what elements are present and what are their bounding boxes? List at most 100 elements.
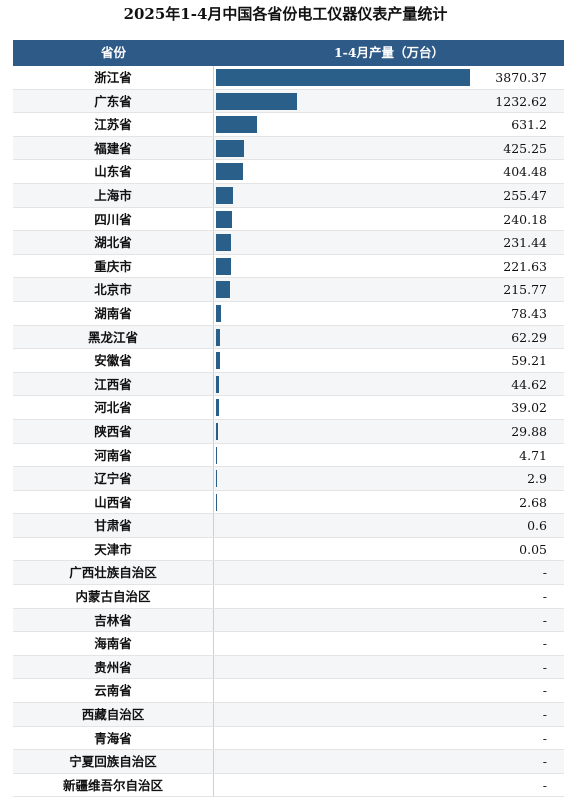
province-label: 广东省 — [13, 89, 214, 113]
bar-cell: 215.77 — [214, 278, 564, 301]
table-row: 吉林省 - — [13, 608, 564, 633]
bar-cell: - — [214, 656, 564, 679]
bar-cell: 2.68 — [214, 491, 564, 514]
data-label: 1232.62 — [495, 93, 547, 109]
table-row: 云南省 - — [13, 679, 564, 704]
data-label: 44.62 — [511, 376, 547, 392]
table-body: 浙江省 3870.37 广东省 1232.62 江苏省 631.2 福建省 425.25 山东省… — [13, 66, 564, 798]
bar — [216, 281, 231, 299]
bar-cell: 39.02 — [214, 396, 564, 419]
data-label: 2.68 — [519, 494, 547, 510]
bar-cell: - — [214, 703, 564, 726]
bar-cell: - — [214, 585, 564, 608]
bar-cell: 425.25 — [214, 137, 564, 160]
data-label: 240.18 — [503, 211, 547, 227]
bar — [216, 352, 220, 370]
bar-cell: - — [214, 679, 564, 702]
bar-cell: 2.9 — [214, 467, 564, 490]
bar — [216, 375, 219, 393]
chart-title: 2025年1-4月中国各省份电工仪器仪表产量统计 — [123, 5, 448, 23]
bar-cell: 4.71 — [214, 444, 564, 467]
bar — [216, 328, 221, 346]
data-label: - — [542, 683, 547, 699]
table-row: 海南省 - — [13, 632, 564, 656]
data-label: 78.43 — [511, 305, 547, 321]
bar-cell: 221.63 — [214, 255, 564, 278]
table-row: 重庆市 221.63 — [13, 254, 564, 279]
bar — [216, 92, 297, 110]
bar — [216, 139, 244, 157]
province-label: 甘肃省 — [13, 514, 214, 537]
bar — [216, 116, 258, 134]
bar-cell: - — [214, 750, 564, 773]
province-label: 安徽省 — [13, 349, 214, 372]
bar-cell: 404.48 — [214, 160, 564, 183]
bar — [216, 304, 222, 322]
data-label: 3870.37 — [495, 70, 547, 85]
data-label: 425.25 — [503, 140, 547, 156]
bar — [216, 163, 243, 181]
bar-cell: 62.29 — [214, 326, 564, 349]
bar — [216, 210, 232, 228]
data-table: 省份 1-4月产量（万台） 浙江省 3870.37 广东省 1232.62 江苏省 631… — [13, 40, 564, 798]
bar-cell: 231.44 — [214, 231, 564, 254]
province-label: 陕西省 — [13, 419, 214, 443]
bar-cell: 1232.62 — [214, 90, 564, 113]
data-label: 62.29 — [511, 329, 547, 345]
table-row: 宁夏回族自治区 - — [13, 750, 564, 774]
bar — [216, 69, 470, 86]
data-label: 0.6 — [527, 518, 547, 534]
province-label: 海南省 — [13, 632, 214, 655]
table-row: 江西省 44.62 — [13, 372, 564, 397]
province-label: 青海省 — [13, 726, 214, 750]
table-row: 四川省 240.18 — [13, 207, 564, 232]
province-label: 宁夏回族自治区 — [13, 750, 214, 773]
province-label: 西藏自治区 — [13, 703, 214, 726]
data-label: 255.47 — [503, 187, 547, 203]
bar-cell: 0.05 — [214, 538, 564, 561]
province-label: 重庆市 — [13, 254, 214, 278]
province-label: 四川省 — [13, 207, 214, 231]
data-label: 231.44 — [503, 235, 547, 251]
data-label: 59.21 — [511, 353, 547, 369]
province-label: 山东省 — [13, 160, 214, 183]
data-label: 404.48 — [503, 164, 547, 180]
bar-cell: 44.62 — [214, 373, 564, 396]
table-row: 福建省 425.25 — [13, 136, 564, 161]
bar-cell: - — [214, 774, 564, 797]
header-production: 1-4月产量（万台） — [333, 45, 445, 60]
data-label: 4.71 — [519, 447, 547, 463]
bar-cell: 78.43 — [214, 302, 564, 325]
province-label: 浙江省 — [13, 66, 214, 89]
table-row: 湖北省 231.44 — [13, 231, 564, 255]
bar — [216, 186, 233, 204]
bar-cell: 0.6 — [214, 514, 564, 537]
province-label: 江西省 — [13, 372, 214, 396]
data-label: 221.63 — [503, 258, 547, 274]
province-label: 广西壮族自治区 — [13, 561, 214, 585]
bar — [216, 422, 218, 440]
data-label: 215.77 — [503, 282, 547, 298]
data-label: - — [542, 754, 547, 770]
header-province: 省份 — [100, 45, 126, 60]
province-label: 福建省 — [13, 136, 214, 160]
bar-cell: 29.88 — [214, 420, 564, 443]
table-row: 山东省 404.48 — [13, 160, 564, 184]
table-row: 北京市 215.77 — [13, 278, 564, 302]
province-label: 河北省 — [13, 396, 214, 419]
data-label: - — [542, 636, 547, 652]
table-row: 西藏自治区 - — [13, 703, 564, 727]
data-label: - — [542, 659, 547, 675]
province-label: 新疆维吾尔自治区 — [13, 773, 214, 797]
bar-cell: 59.21 — [214, 349, 564, 372]
data-label: - — [542, 565, 547, 581]
table-row: 湖南省 78.43 — [13, 301, 564, 326]
province-label: 辽宁省 — [13, 467, 214, 490]
table-row: 浙江省 3870.37 — [13, 66, 564, 90]
table-row: 辽宁省 2.9 — [13, 467, 564, 491]
bar-cell: 3870.37 — [214, 66, 564, 89]
table-row: 安徽省 59.21 — [13, 349, 564, 373]
data-label: 0.05 — [519, 541, 547, 557]
bar-cell: - — [214, 609, 564, 632]
province-label: 云南省 — [13, 679, 214, 703]
